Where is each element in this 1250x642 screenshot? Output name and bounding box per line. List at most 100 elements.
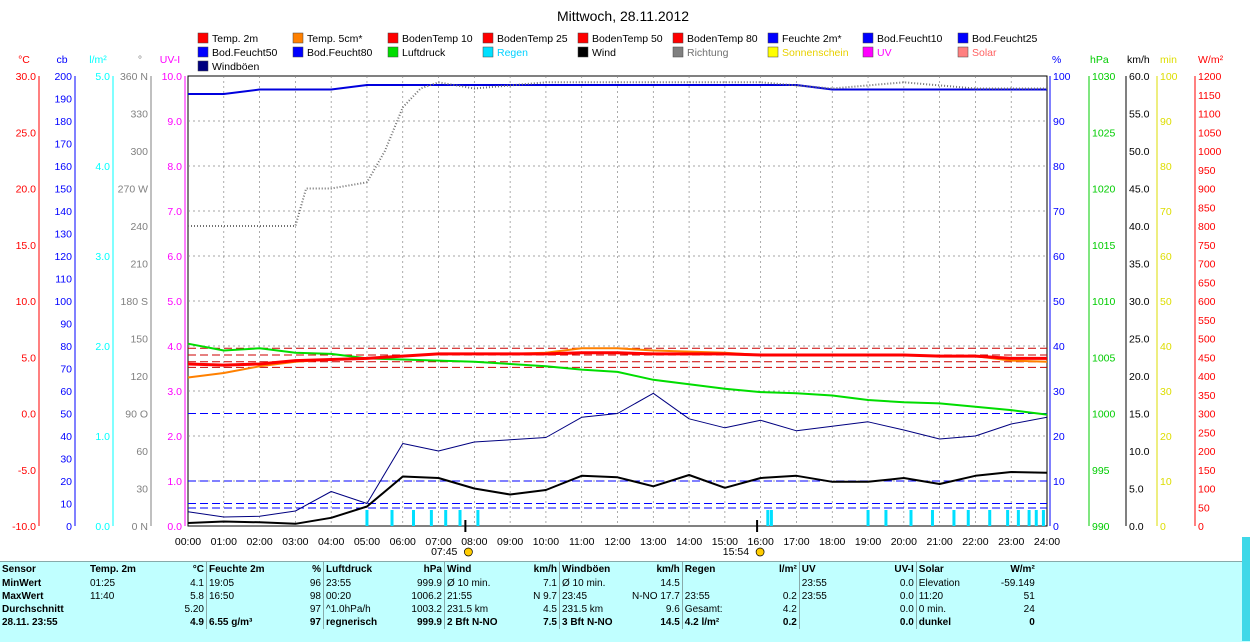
axis-tick-label: 70 xyxy=(1160,206,1172,218)
legend-label: BodenTemp 80 xyxy=(687,33,758,45)
x-tick-label: 22:00 xyxy=(962,536,988,548)
axis-tick-label: 15.0 xyxy=(1129,409,1150,421)
x-tick-label: 17:00 xyxy=(783,536,809,548)
stats-cell: 0.0 xyxy=(899,578,914,589)
axis-tick-label: 1025 xyxy=(1092,127,1116,139)
legend-label: Bod.Feucht25 xyxy=(972,33,1038,45)
axis-unit: °C xyxy=(18,54,30,66)
stats-cell: 0.0 xyxy=(899,617,914,628)
legend-label: Sonnenschein xyxy=(782,47,849,59)
row-label: MaxWert xyxy=(2,591,44,602)
axis-tick-label: 1005 xyxy=(1092,352,1116,364)
axis-tick-label: 20 xyxy=(1160,431,1172,443)
axis-tick-label: 150 xyxy=(1198,465,1216,477)
axis-tick-label: 0.0 xyxy=(1129,521,1144,533)
axis-tick-label: 30 xyxy=(1160,386,1172,398)
axis-tick-label: 35.0 xyxy=(1129,259,1150,271)
row-label: Durchschnitt xyxy=(2,604,64,615)
axis-tick-label: 20.0 xyxy=(1129,371,1150,383)
axis-tick-label: 1100 xyxy=(1198,109,1221,121)
vertical-scrollbar[interactable] xyxy=(1242,537,1250,641)
legend-label: Feuchte 2m* xyxy=(782,33,842,45)
stats-cell: ^1.0hPa/h xyxy=(323,603,402,616)
axis-tick-label: 100 xyxy=(54,296,72,308)
x-tick-label: 00:00 xyxy=(175,536,201,548)
axis-unit: l/m² xyxy=(89,54,107,66)
stats-cell: 4.2 l/m² xyxy=(681,616,757,629)
axis-tick-label: 30 xyxy=(136,484,148,496)
stats-cell: 23:45 xyxy=(559,590,630,603)
axis-tick-label: 300 xyxy=(1198,409,1216,421)
legend-label: Luftdruck xyxy=(402,47,446,59)
legend-swatch xyxy=(387,46,399,58)
stats-header-cell: Feuchte 2m xyxy=(206,562,293,577)
legend-swatch xyxy=(482,46,494,58)
weather-chart: Mittwoch, 28.11.2012 Temp. 2m Temp. 5cm* B… xyxy=(12,8,1224,558)
stats-cell: 24 xyxy=(1023,604,1035,615)
stats-cell xyxy=(88,603,172,616)
axis-tick-label: 0.0 xyxy=(21,409,36,421)
axis-tick-label: 60 xyxy=(60,386,72,398)
rain-bar xyxy=(769,510,773,526)
axis-tick-label: 120 xyxy=(54,251,72,263)
x-tick-label: 19:00 xyxy=(855,536,881,548)
rain-bar xyxy=(1027,510,1031,526)
x-tick-label: 10:00 xyxy=(533,536,559,548)
x-tick-label: 13:00 xyxy=(640,536,666,548)
axis-tick-label: 5.0 xyxy=(167,296,182,308)
legend-label: Solar xyxy=(972,47,997,59)
x-tick-label: 11:00 xyxy=(569,536,595,548)
x-tick-label: 24:00 xyxy=(1034,536,1060,548)
stats-cell: 23:55 xyxy=(798,577,880,590)
axis-tick-label: 330 xyxy=(130,109,148,121)
stats-cell: -59.149 xyxy=(1000,578,1035,589)
axis-tick-label: 40.0 xyxy=(1129,221,1150,233)
stats-header-cell: UV-I xyxy=(894,564,914,575)
legend-label: Wind xyxy=(592,47,616,59)
stats-cell: 4.5 xyxy=(543,604,557,615)
x-tick-label: 02:00 xyxy=(246,536,272,548)
axis-tick-label: 550 xyxy=(1198,315,1216,327)
axis-tick-label: 130 xyxy=(54,229,72,241)
rain-bar xyxy=(952,510,956,526)
stats-header-row: Sensor Temp. 2m °C Feuchte 2m % Luftdruc… xyxy=(0,562,1037,577)
stats-header-cell: UV xyxy=(798,562,880,577)
rain-bar xyxy=(1034,510,1038,526)
axis-unit: hPa xyxy=(1090,54,1109,66)
axis-tick-label: 80 xyxy=(1160,161,1172,173)
axis-tick-label: 1030 xyxy=(1092,71,1116,83)
legend-label: BodenTemp 50 xyxy=(592,33,663,45)
x-tick-label: 21:00 xyxy=(926,536,952,548)
axis-tick-label: 60 xyxy=(136,446,148,458)
stats-cell xyxy=(681,577,757,590)
stats-cell: 0.0 xyxy=(899,591,914,602)
stats-cell: 3 Bft N-NO xyxy=(559,616,630,629)
axis-tick-label: 50 xyxy=(60,409,72,421)
axis-tick-label: 995 xyxy=(1092,465,1110,477)
axis-tick-label: 15.0 xyxy=(16,240,37,252)
legend-label: BodenTemp 25 xyxy=(497,33,568,45)
chart-series xyxy=(187,81,1048,526)
stats-header-cell: Sensor xyxy=(2,564,36,575)
axis-tick-label: 90 xyxy=(1160,116,1172,128)
stats-cell: 96 xyxy=(309,578,321,589)
rain-bar xyxy=(866,510,870,526)
legend-swatch xyxy=(482,32,494,44)
axis-tick-label: 40 xyxy=(1053,341,1065,353)
stats-row-min: MinWert 01:25 4.1 19:05 96 23:55 999.9 Ø… xyxy=(0,577,1037,590)
axis-tick-label: 350 xyxy=(1198,390,1216,402)
rain-bar xyxy=(766,510,770,526)
stats-cell xyxy=(798,616,880,629)
axis-tick-label: 55.0 xyxy=(1129,109,1150,121)
axis-tick-label: 50.0 xyxy=(1129,146,1150,158)
stats-cell: 11:40 xyxy=(90,591,115,602)
x-tick-label: 20:00 xyxy=(891,536,917,548)
stats-header-cell: Temp. 2m xyxy=(90,564,136,575)
stats-header-cell: l/m² xyxy=(779,564,797,575)
axis-tick-label: 90 xyxy=(60,319,72,331)
legend-swatch xyxy=(292,46,304,58)
axis-unit: km/h xyxy=(1127,54,1150,66)
stats-cell: 16:50 xyxy=(206,590,293,603)
chart-legend: Temp. 2m Temp. 5cm* BodenTemp 10 BodenTemp … xyxy=(197,32,1038,73)
legend-swatch xyxy=(577,46,589,58)
